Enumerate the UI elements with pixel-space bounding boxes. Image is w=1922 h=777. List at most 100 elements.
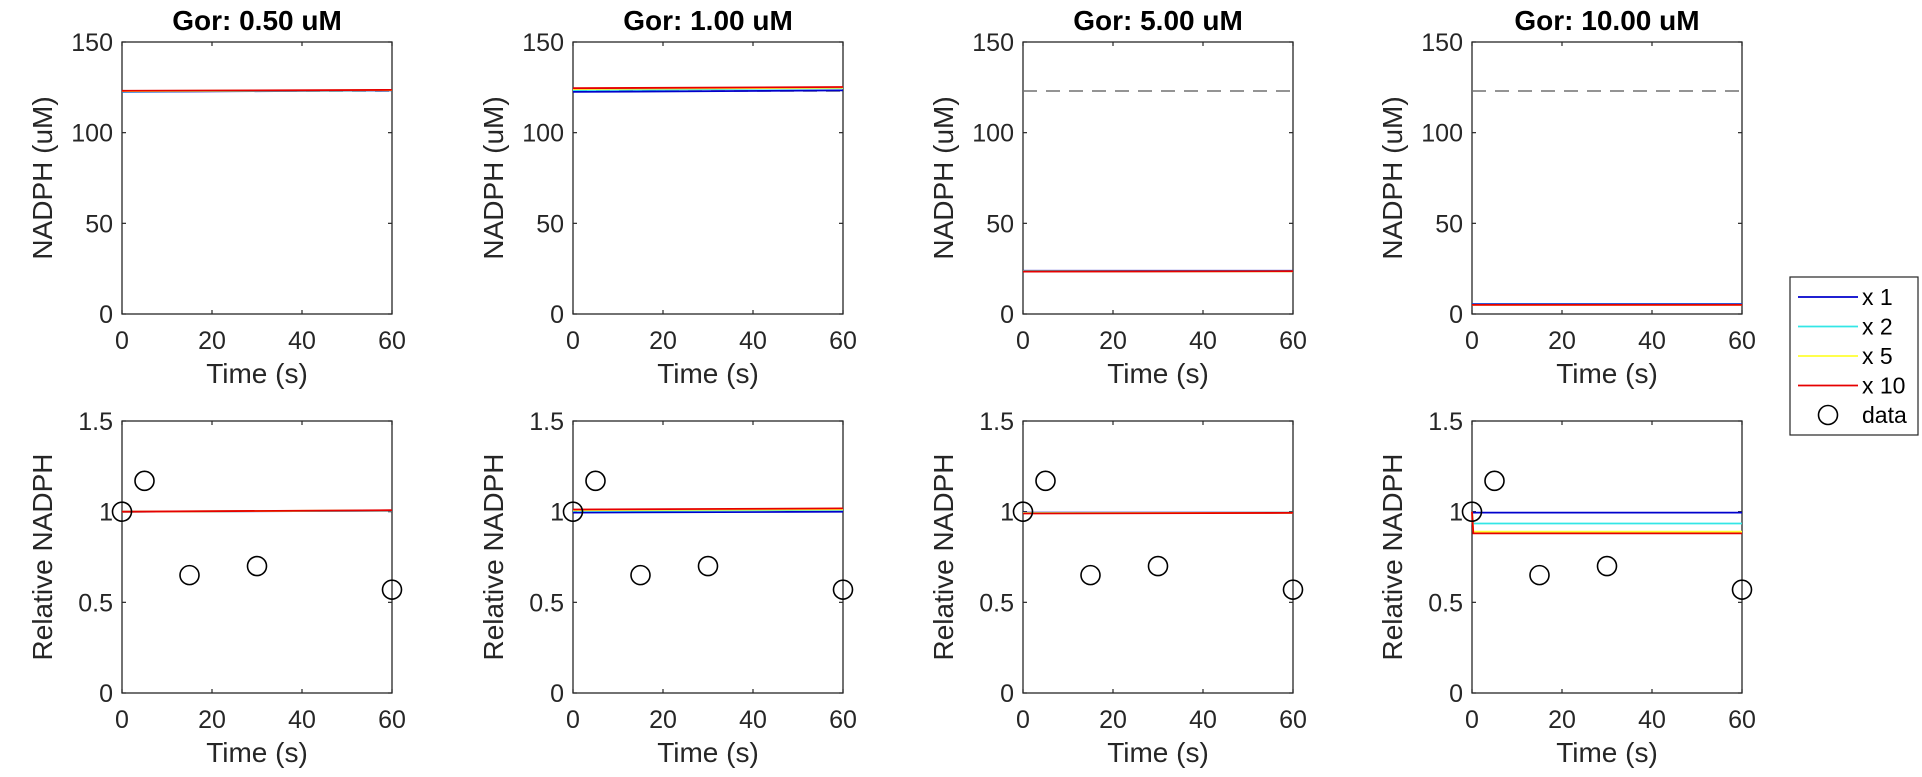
y-tick-label: 0 xyxy=(99,680,113,708)
panel-p12: 0 20 40 60 0 50 100 150 Time (s) NADPH (uM) Gor: 1… xyxy=(478,5,857,389)
panel-p14: 0 20 40 60 0 50 100 150 Time (s) NADPH (uM) Gor: 1… xyxy=(1377,5,1756,389)
y-tick-label: 100 xyxy=(71,120,113,148)
data-marker xyxy=(585,470,606,492)
series-line-1 xyxy=(572,510,844,514)
data-marker xyxy=(1529,564,1550,586)
data-marker xyxy=(381,579,403,600)
y-tick-label: 0.5 xyxy=(529,589,564,617)
data-marker xyxy=(179,564,200,586)
series-line-4 xyxy=(121,509,393,513)
y-tick-label: 1.5 xyxy=(529,408,564,436)
x-axis-label: Time (s) xyxy=(657,358,759,389)
y-axis-label: NADPH (uM) xyxy=(928,96,959,259)
series-line-4 xyxy=(572,86,844,90)
y-tick-label: 150 xyxy=(522,29,564,57)
x-axis-label: Time (s) xyxy=(1556,358,1658,389)
x-tick-label: 20 xyxy=(1099,706,1127,734)
y-tick-label: 50 xyxy=(536,210,564,238)
series-line-4 xyxy=(1471,511,1742,535)
x-tick-label: 40 xyxy=(739,327,767,355)
panel-title: Gor: 10.00 uM xyxy=(1514,5,1699,36)
y-tick-label: 0.5 xyxy=(979,589,1014,617)
y-tick-label: 50 xyxy=(986,210,1014,238)
series-line-1 xyxy=(572,89,844,93)
data-marker xyxy=(1035,470,1056,492)
y-axis-label: NADPH (uM) xyxy=(27,96,58,259)
y-axis-label: Relative NADPH xyxy=(1377,454,1408,661)
legend-label: x 2 xyxy=(1862,314,1893,340)
panel-p23: 0 20 40 60 0 0.5 1 1.5 Time (s) Relative NADPH xyxy=(928,408,1307,768)
series-line-4 xyxy=(1022,512,1294,515)
panel-title: Gor: 5.00 uM xyxy=(1073,5,1243,36)
axes-box xyxy=(572,41,844,315)
y-tick-label: 0.5 xyxy=(78,589,113,617)
y-tick-label: 50 xyxy=(85,210,113,238)
y-tick-label: 1.5 xyxy=(979,408,1014,436)
x-axis-label: Time (s) xyxy=(1107,737,1209,768)
panel-p11: 0 20 40 60 0 50 100 150 Time (s) NADPH (uM) Gor: 0… xyxy=(27,5,406,389)
x-tick-label: 20 xyxy=(649,327,677,355)
series-line-4 xyxy=(121,89,393,92)
x-axis-label: Time (s) xyxy=(1556,737,1658,768)
data-marker xyxy=(1147,555,1169,577)
data-marker xyxy=(134,470,155,492)
x-axis-label: Time (s) xyxy=(657,737,759,768)
axes-box xyxy=(1022,41,1294,315)
x-tick-label: 40 xyxy=(1638,327,1666,355)
x-tick-label: 40 xyxy=(1189,706,1217,734)
y-tick-label: 1 xyxy=(550,499,564,527)
y-tick-label: 0 xyxy=(1000,680,1014,708)
x-tick-label: 0 xyxy=(115,327,129,355)
data-marker xyxy=(1731,579,1753,600)
y-axis-label: NADPH (uM) xyxy=(1377,96,1408,259)
axes-box xyxy=(1471,41,1743,315)
data-marker xyxy=(562,501,584,522)
x-tick-label: 40 xyxy=(288,706,316,734)
y-tick-label: 1 xyxy=(99,499,113,527)
legend-marker xyxy=(1817,404,1839,426)
x-tick-label: 40 xyxy=(739,706,767,734)
x-tick-label: 40 xyxy=(1638,706,1666,734)
panel-p13: 0 20 40 60 0 50 100 150 Time (s) NADPH (uM) Gor: 5… xyxy=(928,5,1307,389)
y-tick-label: 1.5 xyxy=(1428,408,1463,436)
x-tick-label: 60 xyxy=(1279,327,1307,355)
x-tick-label: 60 xyxy=(829,706,857,734)
legend-label: data xyxy=(1862,402,1907,428)
y-tick-label: 0 xyxy=(1000,301,1014,329)
x-tick-label: 0 xyxy=(115,706,129,734)
x-tick-label: 60 xyxy=(1728,706,1756,734)
data-marker xyxy=(1012,501,1034,522)
x-tick-label: 20 xyxy=(198,706,226,734)
y-axis-label: NADPH (uM) xyxy=(478,96,509,259)
data-marker xyxy=(246,555,268,577)
data-marker xyxy=(630,564,651,586)
x-tick-label: 0 xyxy=(1465,706,1479,734)
x-tick-label: 20 xyxy=(198,327,226,355)
legend: x 1 x 2 x 5 x 10 data xyxy=(1789,276,1919,436)
y-axis-label: Relative NADPH xyxy=(478,454,509,661)
x-tick-label: 20 xyxy=(1099,327,1127,355)
data-marker xyxy=(1080,564,1101,586)
legend-label: x 5 xyxy=(1862,343,1893,369)
y-tick-label: 100 xyxy=(1421,120,1463,148)
data-marker xyxy=(697,555,719,577)
x-axis-label: Time (s) xyxy=(206,737,308,768)
data-marker xyxy=(1484,470,1505,492)
data-marker xyxy=(1596,555,1618,577)
x-tick-label: 0 xyxy=(1016,327,1030,355)
y-tick-label: 150 xyxy=(1421,29,1463,57)
x-tick-label: 0 xyxy=(1016,706,1030,734)
legend-label: x 10 xyxy=(1862,373,1905,399)
x-tick-label: 60 xyxy=(378,327,406,355)
y-tick-label: 1 xyxy=(1449,499,1463,527)
y-tick-label: 100 xyxy=(522,120,564,148)
y-tick-label: 100 xyxy=(972,120,1014,148)
panel-title: Gor: 1.00 uM xyxy=(623,5,793,36)
axes-box xyxy=(121,41,393,315)
data-marker xyxy=(111,501,133,522)
x-tick-label: 60 xyxy=(829,327,857,355)
y-tick-label: 0.5 xyxy=(1428,589,1463,617)
legend-label: x 1 xyxy=(1862,284,1893,310)
panel-title: Gor: 0.50 uM xyxy=(172,5,342,36)
y-tick-label: 0 xyxy=(1449,680,1463,708)
